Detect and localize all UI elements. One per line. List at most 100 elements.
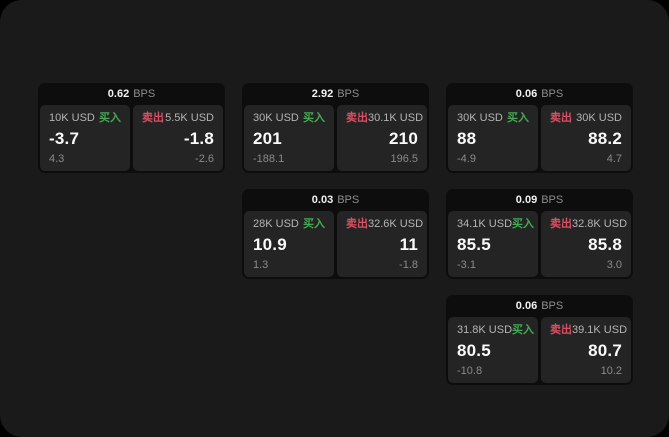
bps-unit-label: BPS xyxy=(133,88,156,100)
sell-amount: 5.5K USD xyxy=(165,112,214,124)
sell-price: 88.2 xyxy=(588,128,622,148)
bps-header: 2.92 BPS xyxy=(242,83,429,105)
sell-label-row: 卖出 39.1K USD xyxy=(550,324,627,336)
buy-price: 88 xyxy=(457,128,477,148)
buy-amount: 34.1K USD xyxy=(457,218,513,230)
sell-panel[interactable]: 卖出 32.8K USD 85.8 3.0 xyxy=(541,211,631,277)
buy-price: 10.9 xyxy=(253,234,287,254)
buy-side-label: 买入 xyxy=(512,324,535,336)
buy-delta: -3.1 xyxy=(457,259,476,271)
bps-value: 0.06 xyxy=(515,300,538,312)
buy-side-label: 买入 xyxy=(303,112,325,124)
buy-delta: -188.1 xyxy=(253,153,285,165)
buy-label-row: 31.8K USD 买入 xyxy=(457,324,534,336)
quote-panels: 30K USD 买入 88 -4.9 卖出 30K USD 88.2 4.7 xyxy=(448,105,631,171)
buy-side-label: 买入 xyxy=(303,218,325,230)
buy-amount: 28K USD xyxy=(253,218,299,230)
buy-label-row: 30K USD 买入 xyxy=(457,112,529,124)
sell-label-row: 卖出 30.1K USD xyxy=(346,112,423,124)
buy-price: 85.5 xyxy=(457,234,491,254)
sell-price: 210 xyxy=(389,128,418,148)
bps-header: 0.62 BPS xyxy=(38,83,225,105)
sell-delta: -2.6 xyxy=(195,153,214,165)
sell-label-row: 卖出 32.6K USD xyxy=(346,218,423,230)
buy-delta: -4.9 xyxy=(457,153,476,165)
buy-panel[interactable]: 30K USD 买入 88 -4.9 xyxy=(448,105,538,171)
sell-panel[interactable]: 卖出 32.6K USD 11 -1.8 xyxy=(337,211,427,277)
bps-header: 0.09 BPS xyxy=(446,189,633,211)
buy-label-row: 28K USD 买入 xyxy=(253,218,325,230)
buy-price: 201 xyxy=(253,128,282,148)
bps-header: 0.06 BPS xyxy=(446,295,633,317)
sell-panel[interactable]: 卖出 39.1K USD 80.7 10.2 xyxy=(541,317,631,383)
sell-label-row: 卖出 32.8K USD xyxy=(550,218,627,230)
buy-amount: 31.8K USD xyxy=(457,324,513,336)
bps-value: 0.62 xyxy=(107,88,130,100)
bps-unit-label: BPS xyxy=(541,194,564,206)
bps-value: 0.03 xyxy=(311,194,334,206)
buy-price: -3.7 xyxy=(49,128,80,148)
bps-unit-label: BPS xyxy=(541,300,564,312)
bps-unit-label: BPS xyxy=(337,194,360,206)
quote-card: 2.92 BPS 30K USD 买入 201 -188.1 卖出 30.1K … xyxy=(242,83,429,173)
sell-price: 11 xyxy=(399,234,418,254)
bps-value: 0.06 xyxy=(515,88,538,100)
bps-value: 2.92 xyxy=(311,88,334,100)
buy-amount: 30K USD xyxy=(253,112,299,124)
sell-price: -1.8 xyxy=(183,128,214,148)
sell-delta: -1.8 xyxy=(399,259,418,271)
buy-side-label: 买入 xyxy=(512,218,535,230)
buy-panel[interactable]: 31.8K USD 买入 80.5 -10.8 xyxy=(448,317,538,383)
quote-card: 0.09 BPS 34.1K USD 买入 85.5 -3.1 卖出 32.8K… xyxy=(446,189,633,279)
buy-amount: 30K USD xyxy=(457,112,503,124)
buy-label-row: 10K USD 买入 xyxy=(49,112,121,124)
buy-panel[interactable]: 28K USD 买入 10.9 1.3 xyxy=(244,211,334,277)
sell-delta: 10.2 xyxy=(600,365,622,377)
sell-panel[interactable]: 卖出 30.1K USD 210 196.5 xyxy=(337,105,427,171)
quote-panels: 10K USD 买入 -3.7 4.3 卖出 5.5K USD -1.8 -2.… xyxy=(40,105,223,171)
bps-unit-label: BPS xyxy=(337,88,360,100)
buy-panel[interactable]: 30K USD 买入 201 -188.1 xyxy=(244,105,334,171)
quote-panels: 31.8K USD 买入 80.5 -10.8 卖出 39.1K USD 80.… xyxy=(448,317,631,383)
buy-delta: -10.8 xyxy=(457,365,483,377)
buy-label-row: 34.1K USD 买入 xyxy=(457,218,534,230)
sell-amount: 32.6K USD xyxy=(368,218,424,230)
sell-panel[interactable]: 卖出 30K USD 88.2 4.7 xyxy=(541,105,631,171)
buy-amount: 10K USD xyxy=(49,112,95,124)
buy-side-label: 买入 xyxy=(99,112,121,124)
sell-delta: 4.7 xyxy=(606,153,622,165)
sell-label-row: 卖出 5.5K USD xyxy=(142,112,214,124)
buy-side-label: 买入 xyxy=(507,112,529,124)
sell-amount: 32.8K USD xyxy=(572,218,628,230)
sell-amount: 30K USD xyxy=(576,112,622,124)
quote-panels: 34.1K USD 买入 85.5 -3.1 卖出 32.8K USD 85.8… xyxy=(448,211,631,277)
sell-side-label: 卖出 xyxy=(346,218,368,230)
sell-panel[interactable]: 卖出 5.5K USD -1.8 -2.6 xyxy=(133,105,223,171)
sell-label-row: 卖出 30K USD xyxy=(550,112,622,124)
quote-card: 0.06 BPS 31.8K USD 买入 80.5 -10.8 卖出 39.1… xyxy=(446,295,633,385)
sell-side-label: 卖出 xyxy=(346,112,368,124)
buy-price: 80.5 xyxy=(457,340,491,360)
sell-price: 85.8 xyxy=(588,234,622,254)
buy-label-row: 30K USD 买入 xyxy=(253,112,325,124)
bps-unit-label: BPS xyxy=(541,88,564,100)
buy-delta: 4.3 xyxy=(49,153,65,165)
bps-header: 0.06 BPS xyxy=(446,83,633,105)
sell-side-label: 卖出 xyxy=(550,218,572,230)
sell-side-label: 卖出 xyxy=(550,324,572,336)
quote-panels: 28K USD 买入 10.9 1.3 卖出 32.6K USD 11 -1.8 xyxy=(244,211,427,277)
sell-amount: 30.1K USD xyxy=(368,112,424,124)
sell-side-label: 卖出 xyxy=(550,112,572,124)
sell-amount: 39.1K USD xyxy=(572,324,628,336)
sell-side-label: 卖出 xyxy=(142,112,164,124)
bps-header: 0.03 BPS xyxy=(242,189,429,211)
buy-panel[interactable]: 10K USD 买入 -3.7 4.3 xyxy=(40,105,130,171)
quote-card: 0.03 BPS 28K USD 买入 10.9 1.3 卖出 32.6K US… xyxy=(242,189,429,279)
buy-delta: 1.3 xyxy=(253,259,269,271)
quote-panels: 30K USD 买入 201 -188.1 卖出 30.1K USD 210 1… xyxy=(244,105,427,171)
quote-card: 0.06 BPS 30K USD 买入 88 -4.9 卖出 30K USD 8… xyxy=(446,83,633,173)
sell-delta: 3.0 xyxy=(606,259,622,271)
buy-panel[interactable]: 34.1K USD 买入 85.5 -3.1 xyxy=(448,211,538,277)
bps-value: 0.09 xyxy=(515,194,538,206)
